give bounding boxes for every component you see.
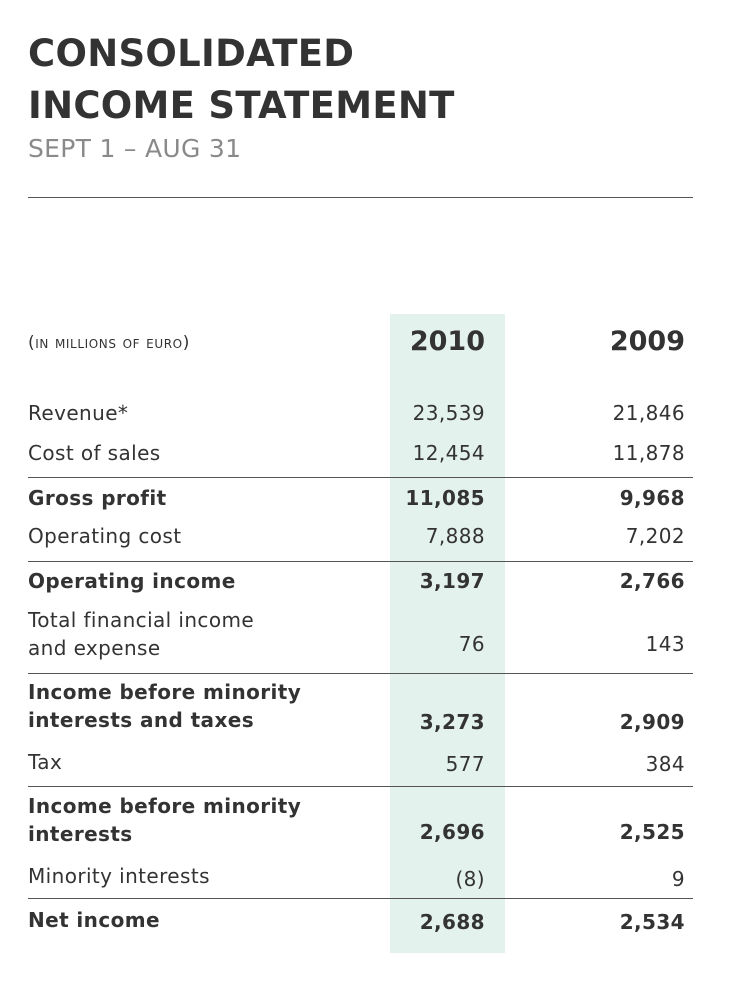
value-2009: 2,525 bbox=[619, 820, 685, 844]
units-label: (in millions of euro) bbox=[28, 333, 190, 353]
statement-title: CONSOLIDATED INCOME STATEMENT bbox=[28, 28, 455, 132]
row-label: Operating cost bbox=[28, 524, 182, 548]
row-divider bbox=[28, 561, 693, 562]
title-line-1: CONSOLIDATED bbox=[28, 32, 355, 75]
row-label: Net income bbox=[28, 908, 160, 932]
value-2010: 2,696 bbox=[419, 820, 485, 844]
row-label: Revenue* bbox=[28, 401, 129, 425]
value-2009: 143 bbox=[645, 632, 685, 656]
row-divider bbox=[28, 898, 693, 899]
row-label: Gross profit bbox=[28, 486, 167, 510]
period-subtitle: SEPT 1 – AUG 31 bbox=[28, 134, 242, 163]
value-2010: 12,454 bbox=[412, 441, 485, 465]
value-2010: 3,273 bbox=[419, 710, 485, 734]
value-2009: 2,534 bbox=[619, 910, 685, 934]
value-2010: 11,085 bbox=[405, 486, 485, 510]
value-2009: 21,846 bbox=[612, 401, 685, 425]
column-header-2010: 2010 bbox=[409, 326, 485, 357]
value-2010: (8) bbox=[455, 867, 485, 891]
row-divider bbox=[28, 673, 693, 674]
row-label: Cost of sales bbox=[28, 441, 161, 465]
row-label: Income before minority interests bbox=[28, 794, 302, 846]
column-header-2009: 2009 bbox=[609, 326, 685, 357]
value-2010: 76 bbox=[458, 632, 485, 656]
value-2009: 11,878 bbox=[612, 441, 685, 465]
value-2009: 7,202 bbox=[625, 524, 685, 548]
header-divider bbox=[28, 197, 693, 198]
value-2010: 577 bbox=[445, 752, 485, 776]
row-label: Operating income bbox=[28, 569, 236, 593]
row-divider bbox=[28, 477, 693, 478]
value-2010: 2,688 bbox=[419, 910, 485, 934]
value-2009: 2,909 bbox=[619, 710, 685, 734]
value-2009: 9 bbox=[671, 867, 685, 891]
value-2009: 384 bbox=[645, 752, 685, 776]
title-line-2: INCOME STATEMENT bbox=[28, 84, 455, 127]
row-label: Total financial income and expense bbox=[28, 608, 255, 660]
column-2010-highlight bbox=[390, 314, 505, 953]
value-2010: 23,539 bbox=[412, 401, 485, 425]
row-label: Minority interests bbox=[28, 864, 210, 888]
row-label: Tax bbox=[28, 750, 63, 774]
value-2009: 2,766 bbox=[619, 569, 685, 593]
row-divider bbox=[28, 786, 693, 787]
row-label: Income before minority interests and tax… bbox=[28, 680, 302, 732]
value-2009: 9,968 bbox=[619, 486, 685, 510]
value-2010: 7,888 bbox=[425, 524, 485, 548]
value-2010: 3,197 bbox=[419, 569, 485, 593]
